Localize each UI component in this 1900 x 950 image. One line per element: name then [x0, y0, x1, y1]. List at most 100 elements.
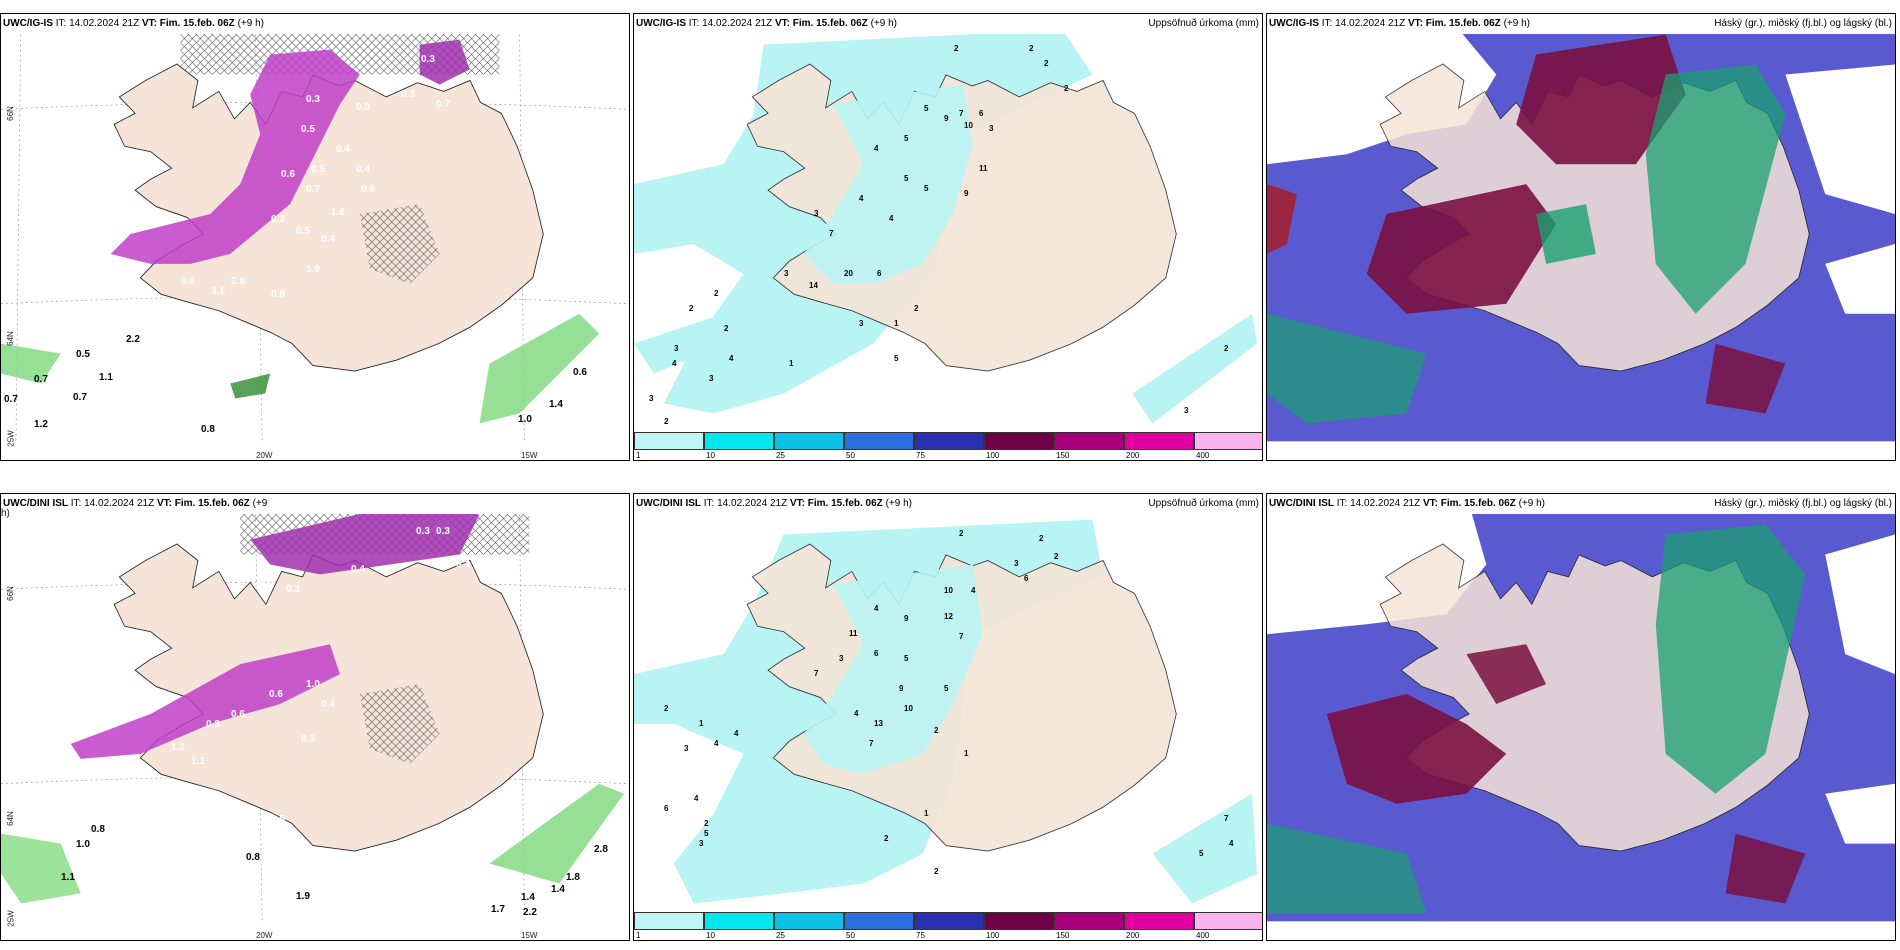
precip-label: 1.9 — [306, 264, 320, 275]
precip-value: 6 — [979, 109, 984, 118]
precip-label: 1.9 — [296, 891, 310, 902]
legend-swatch — [984, 432, 1054, 450]
lat-label: 66N — [5, 106, 15, 121]
precip-value: 4 — [1229, 839, 1234, 848]
precip-label: 2.8 — [231, 276, 245, 287]
lon-label: 25W — [6, 430, 16, 447]
legend-tick: 75 — [916, 931, 925, 940]
legend-swatch — [634, 912, 704, 930]
lat-label: 64N — [5, 811, 15, 826]
legend-swatch — [1054, 432, 1124, 450]
legend-tick: 1 — [636, 451, 641, 460]
precip-label: 0.6 — [573, 367, 587, 378]
precip-value: 12 — [944, 612, 953, 621]
precip-label: 1.1 — [99, 372, 113, 383]
precip-value: 2 — [954, 44, 959, 53]
precip-label: 1.2 — [171, 742, 185, 753]
precip-value: 7 — [959, 632, 964, 641]
header-wrap: h) — [1, 508, 10, 519]
precip-label: 1.7 — [491, 904, 505, 915]
precip-value: 4 — [874, 604, 879, 613]
precip-label: 0.3 — [421, 54, 435, 65]
precip-value: 5 — [924, 104, 929, 113]
precip-value: 5 — [904, 134, 909, 143]
panel-header: UWC/IG-IS IT: 14.02.2024 21Z VT: Fim. 15… — [1267, 14, 1895, 34]
panel-ig-is-precip: UWC/IG-IS IT: 14.02.2024 21Z VT: Fim. 15… — [633, 13, 1263, 461]
precip-label: 0.6 — [271, 289, 285, 300]
precip-label: 0.5 — [301, 124, 315, 135]
precip-label: 0.3 — [271, 214, 285, 225]
legend-swatch — [914, 912, 984, 930]
precip-label: 0.4 — [356, 164, 370, 175]
precip-value: 2 — [664, 417, 669, 426]
precip-value: 2 — [689, 304, 694, 313]
legend-tick: 100 — [986, 451, 1000, 460]
precip-value: 7 — [814, 669, 819, 678]
precip-value: 9 — [964, 189, 969, 198]
precip-value: 2 — [934, 726, 939, 735]
legend-swatch — [634, 432, 704, 450]
precip-value: 13 — [874, 719, 883, 728]
precip-value: 1 — [924, 809, 929, 818]
precip-map — [634, 494, 1262, 922]
precip-value: 5 — [704, 829, 709, 838]
precip-value: 3 — [699, 839, 704, 848]
precip-value: 2 — [664, 704, 669, 713]
panel-header: UWC/IG-IS IT: 14.02.2024 21Z VT: Fim. 15… — [1, 14, 629, 34]
weather-map — [1, 14, 629, 442]
legend-tick: 25 — [776, 931, 785, 940]
legend-swatch — [1124, 912, 1194, 930]
legend-swatch — [1124, 432, 1194, 450]
lon-label: 20W — [256, 451, 273, 460]
precip-value: 2 — [914, 304, 919, 313]
precip-label: 0.6 — [281, 169, 295, 180]
precip-label: 0.3 — [306, 94, 320, 105]
precip-value: 2 — [1224, 344, 1229, 353]
precip-label: 1.4 — [521, 892, 535, 903]
precip-value: 6 — [874, 649, 879, 658]
precip-label: 0.3 — [286, 584, 300, 595]
precip-value: 7 — [959, 109, 964, 118]
precip-value: 11 — [849, 629, 858, 638]
precip-value: 4 — [854, 709, 859, 718]
precip-label: 0.8 — [246, 852, 260, 863]
precip-value: 4 — [971, 586, 976, 595]
precip-value: 6 — [664, 804, 669, 813]
legend-swatch — [984, 912, 1054, 930]
panel-ig-is-clouds: UWC/IG-IS IT: 14.02.2024 21Z VT: Fim. 15… — [1266, 13, 1896, 461]
precip-label: 0.4 — [321, 234, 335, 245]
precip-value: 5 — [944, 684, 949, 693]
precip-value: 2 — [1039, 534, 1044, 543]
precip-value: 9 — [944, 114, 949, 123]
cloud-map — [1267, 14, 1895, 442]
precip-value: 3 — [1184, 406, 1189, 415]
precip-value: 9 — [899, 684, 904, 693]
legend-swatch — [844, 432, 914, 450]
precip-value: 4 — [714, 739, 719, 748]
lon-label: 25W — [6, 910, 16, 927]
precip-label: 0.7 — [4, 394, 18, 405]
precip-label: 0.3 — [356, 102, 370, 113]
precip-label: 1.8 — [566, 872, 580, 883]
precip-label: 2.2 — [126, 334, 140, 345]
legend-tick: 200 — [1126, 931, 1140, 940]
precip-value: 2 — [934, 867, 939, 876]
precip-label: 0.5 — [96, 307, 110, 318]
precip-value: 5 — [924, 184, 929, 193]
precip-value: 2 — [959, 529, 964, 538]
legend-tick: 10 — [706, 931, 715, 940]
precip-value: 3 — [649, 394, 654, 403]
precip-value: 3 — [814, 209, 819, 218]
precip-value: 10 — [904, 704, 913, 713]
precip-value: 6 — [877, 269, 882, 278]
precip-label: 0.4 — [321, 699, 335, 710]
panel-header: UWC/IG-IS IT: 14.02.2024 21Z VT: Fim. 15… — [634, 14, 1262, 34]
legend-swatch — [1194, 432, 1262, 450]
precip-label: 1.0 — [306, 679, 320, 690]
precip-value: 7 — [869, 739, 874, 748]
precip-label: 1.4 — [551, 884, 565, 895]
precip-value: 3 — [684, 744, 689, 753]
precip-value: 2 — [704, 819, 709, 828]
lon-label: 15W — [521, 451, 538, 460]
precip-label: 0.7 — [306, 184, 320, 195]
